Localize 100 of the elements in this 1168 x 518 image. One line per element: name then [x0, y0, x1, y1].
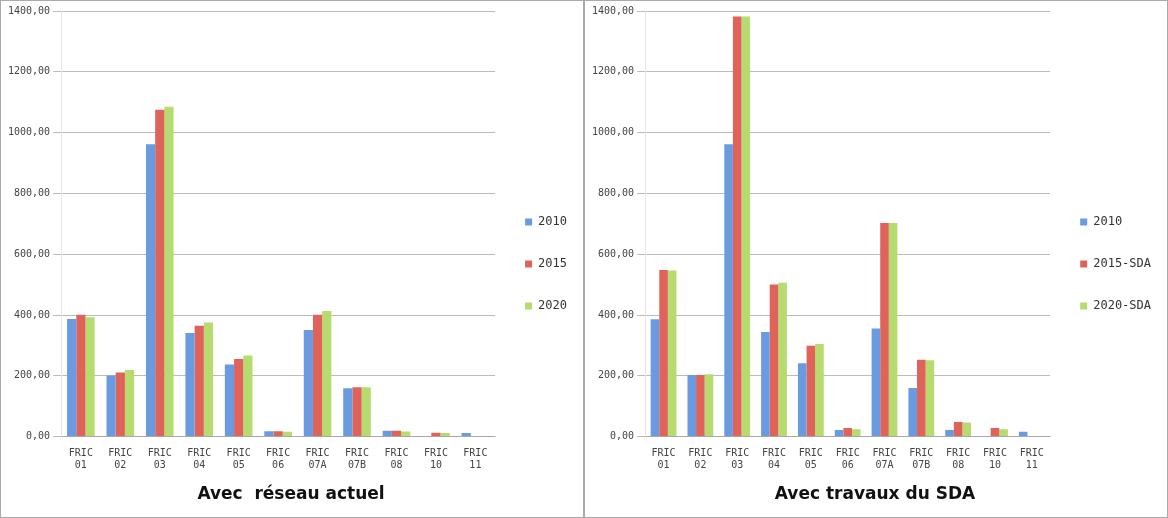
bar [282, 431, 292, 437]
y-tick-label: 1400,00 [7, 4, 51, 16]
bar [953, 422, 963, 437]
bar [431, 432, 441, 437]
bar [945, 429, 954, 437]
bar [741, 16, 751, 437]
bar [851, 429, 861, 437]
legend-label: 2015 [538, 256, 568, 271]
y-tick-label: 1000,00 [7, 126, 51, 138]
legend-label: 2010 [1093, 214, 1123, 229]
bar [724, 144, 733, 437]
bar [761, 332, 770, 437]
x-tick-label: FRIC 07B [909, 447, 934, 471]
y-tick-label: 200,00 [14, 369, 51, 381]
x-tick-label: FRIC 07A [305, 447, 330, 471]
bar [843, 428, 852, 437]
bar [990, 428, 1000, 437]
bar [224, 364, 235, 437]
bar [155, 109, 165, 437]
y-tick-label: 0,00 [610, 430, 635, 442]
bar [667, 270, 677, 437]
y-tick-label: 400,00 [14, 308, 51, 320]
bar [391, 430, 402, 437]
bar [461, 432, 471, 437]
text: Avec réseau actuel [197, 483, 385, 504]
bar [659, 270, 668, 437]
bar [85, 317, 95, 437]
y-tick-label: 600,00 [598, 247, 635, 259]
x-tick-label: FRIC 08 [946, 447, 971, 471]
bar [401, 431, 411, 437]
bar [194, 325, 204, 437]
bar [203, 322, 214, 437]
legend-label: 2010 [538, 214, 568, 229]
bar [243, 355, 253, 437]
y-tick-label: 1200,00 [591, 65, 635, 77]
x-tick-label: FRIC 04 [761, 447, 787, 471]
x-tick-label: FRIC 10 [982, 447, 1008, 471]
legend-label: 2020-SDA [1093, 298, 1152, 313]
bar [917, 359, 926, 437]
x-tick-label: FRIC 06 [835, 447, 860, 471]
bar [704, 374, 714, 437]
x-tick-label: FRIC 02 [108, 447, 133, 471]
bar [343, 388, 353, 437]
x-tick-label: FRIC 01 [651, 447, 676, 471]
bar [361, 387, 371, 437]
bar [871, 328, 881, 437]
bar [382, 430, 392, 437]
bar [815, 343, 824, 437]
bar [769, 284, 779, 437]
bar [322, 311, 332, 437]
bar [352, 387, 362, 437]
bar [687, 374, 697, 437]
bar [115, 372, 125, 437]
bar [164, 106, 174, 437]
bar [732, 16, 742, 437]
x-tick-label: FRIC 08 [384, 447, 409, 471]
bar [908, 387, 918, 437]
y-tick-label: 0,00 [26, 430, 51, 442]
bar [888, 222, 898, 437]
bar [67, 318, 77, 437]
bar [880, 222, 889, 437]
x-tick-label: FRIC 03 [725, 447, 750, 471]
bar [185, 332, 195, 437]
x-tick-label: FRIC 05 [226, 447, 251, 471]
bar [834, 429, 844, 437]
x-tick-label: FRIC 04 [187, 447, 212, 471]
bar [145, 144, 156, 437]
bar [303, 329, 313, 437]
y-tick-label: 800,00 [598, 186, 635, 198]
y-tick-label: 200,00 [598, 369, 635, 381]
bar [273, 431, 283, 437]
x-tick-label: FRIC 06 [266, 447, 291, 471]
bar [106, 375, 116, 437]
bar [264, 431, 274, 437]
y-tick-label: 400,00 [598, 308, 635, 320]
legend-label: 2015-SDA [1093, 256, 1152, 271]
y-tick-label: 600,00 [14, 247, 51, 259]
bar [999, 429, 1008, 437]
y-tick-label: 1400,00 [591, 4, 635, 16]
legend-label: 2020 [538, 298, 568, 313]
x-tick-label: FRIC 01 [68, 447, 93, 471]
bar [696, 374, 705, 437]
bar [806, 345, 816, 437]
bar [124, 370, 135, 437]
x-tick-label: FRIC 11 [1019, 447, 1044, 471]
y-tick-label: 1200,00 [7, 65, 51, 77]
y-tick-label: 800,00 [14, 186, 51, 198]
x-tick-label: FRIC 11 [463, 447, 488, 471]
x-tick-label: FRIC 02 [688, 447, 713, 471]
bar [778, 282, 787, 437]
x-tick-label: FRIC 05 [798, 447, 823, 471]
bar [312, 314, 323, 437]
bar [650, 319, 660, 437]
x-tick-label: FRIC 07A [872, 447, 897, 471]
bar [962, 422, 972, 437]
x-tick-label: FRIC 07B [344, 447, 370, 471]
y-tick-label: 1000,00 [591, 126, 635, 138]
text: Avec travaux du SDA [774, 483, 977, 504]
bar [440, 432, 450, 437]
x-tick-label: FRIC 03 [147, 447, 172, 471]
